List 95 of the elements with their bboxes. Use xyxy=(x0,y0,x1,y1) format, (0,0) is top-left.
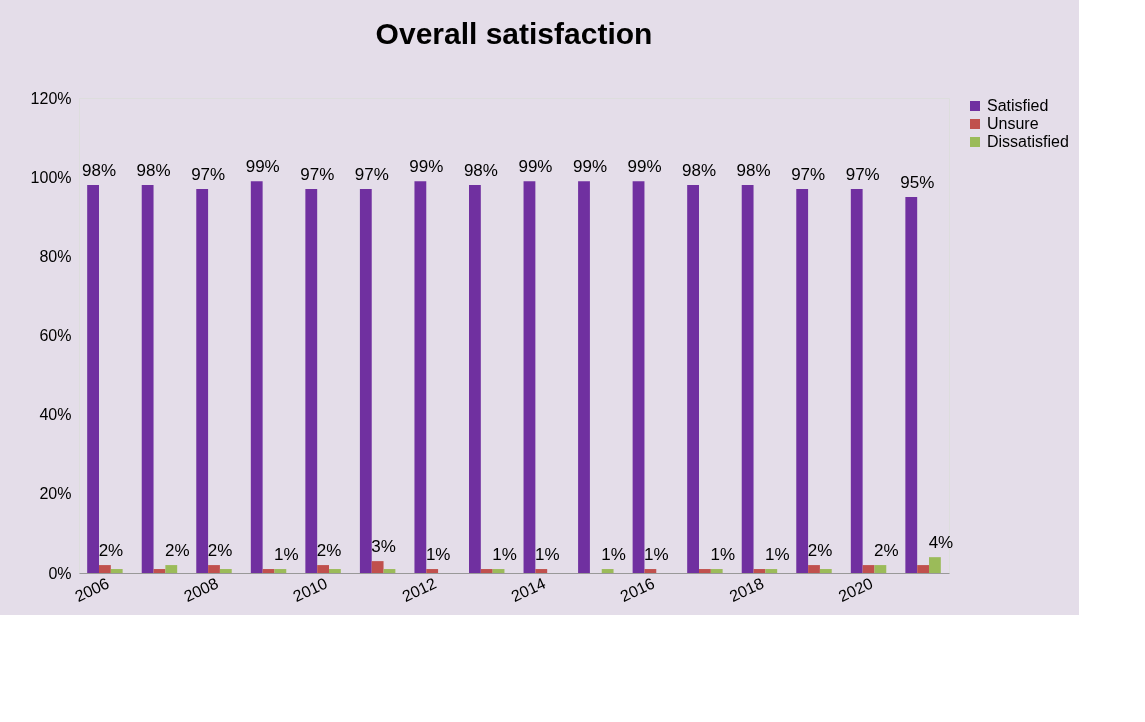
bar xyxy=(917,565,929,573)
bar xyxy=(141,185,154,573)
x-tick-label: 2016 xyxy=(617,574,658,606)
data-label: 3% xyxy=(371,537,396,557)
bar xyxy=(359,189,372,573)
data-label: 1% xyxy=(534,545,560,565)
data-label: 95% xyxy=(900,172,935,192)
bar xyxy=(796,189,809,573)
bar xyxy=(329,569,341,573)
x-tick-label: 2014 xyxy=(508,574,549,606)
x-tick-label: 2012 xyxy=(399,574,440,606)
data-label: 2% xyxy=(164,541,190,561)
bar xyxy=(850,189,863,573)
data-label: 98% xyxy=(136,161,171,181)
bar xyxy=(741,185,754,573)
bar xyxy=(317,565,329,573)
data-label: 1% xyxy=(710,545,736,565)
bar xyxy=(305,189,318,573)
data-label: 99% xyxy=(245,157,280,177)
bar xyxy=(710,569,723,573)
data-label: 4% xyxy=(928,533,954,553)
bar xyxy=(819,569,832,573)
y-tick-label: 20% xyxy=(39,485,72,503)
bar xyxy=(153,569,166,573)
data-label: 97% xyxy=(791,165,826,185)
bar xyxy=(862,565,875,573)
chart-title: Overall satisfaction xyxy=(375,17,653,50)
bar xyxy=(383,569,396,573)
bar xyxy=(874,565,887,573)
data-label: 97% xyxy=(300,165,335,185)
bar xyxy=(535,569,548,573)
data-label: 97% xyxy=(354,165,389,185)
x-tick-label: 2018 xyxy=(726,574,767,606)
data-label: 99% xyxy=(572,157,608,177)
bar xyxy=(753,569,766,573)
bar xyxy=(274,569,287,573)
bar xyxy=(426,569,439,573)
y-tick-label: 80% xyxy=(39,247,72,265)
bar xyxy=(644,569,657,573)
bar xyxy=(219,569,232,573)
bar xyxy=(632,181,645,573)
bar xyxy=(765,569,778,573)
legend-label: Satisfied xyxy=(987,97,1049,114)
data-label: 97% xyxy=(845,165,880,185)
bar xyxy=(687,185,699,573)
x-tick-label: 2008 xyxy=(181,574,221,606)
data-label: 1% xyxy=(425,545,451,565)
data-label: 97% xyxy=(191,165,226,185)
bar xyxy=(110,569,123,573)
x-tick-label: 2020 xyxy=(835,574,876,606)
bar xyxy=(262,569,275,573)
data-label: 98% xyxy=(82,161,117,181)
data-label: 1% xyxy=(492,545,517,565)
data-label: 98% xyxy=(463,161,498,181)
bar xyxy=(414,181,427,573)
bar xyxy=(165,565,178,573)
bar xyxy=(905,196,918,573)
y-tick-label: 60% xyxy=(39,327,72,344)
data-label: 2% xyxy=(207,541,233,561)
bar xyxy=(469,185,481,573)
legend-label: Unsure xyxy=(987,115,1039,132)
data-label: 99% xyxy=(409,157,444,177)
bar xyxy=(808,565,820,573)
data-label: 98% xyxy=(682,161,717,181)
y-tick-label: 120% xyxy=(30,89,72,107)
data-label: 1% xyxy=(601,545,626,565)
data-label: 2% xyxy=(807,541,833,561)
data-label: 1% xyxy=(764,545,790,565)
bar xyxy=(196,189,209,573)
x-tick-label: 2006 xyxy=(72,574,112,606)
bar xyxy=(208,565,220,573)
data-label: 1% xyxy=(274,545,299,565)
bar xyxy=(87,185,99,573)
bar xyxy=(578,181,590,573)
bar xyxy=(699,569,711,573)
bar xyxy=(523,181,536,573)
y-tick-label: 0% xyxy=(48,564,72,582)
y-tick-label: 100% xyxy=(30,168,72,186)
bar xyxy=(250,181,263,573)
data-label: 99% xyxy=(627,157,662,177)
data-label: 2% xyxy=(874,541,899,561)
bar xyxy=(492,569,505,573)
data-label: 99% xyxy=(518,157,553,177)
bar xyxy=(929,557,941,573)
data-label: 2% xyxy=(316,541,342,561)
data-label: 1% xyxy=(644,545,669,565)
data-label: 98% xyxy=(736,161,771,181)
bar xyxy=(371,561,384,573)
legend-label: Dissatisfied xyxy=(987,133,1069,150)
y-tick-label: 40% xyxy=(39,406,72,424)
bar xyxy=(99,565,111,573)
data-label: 2% xyxy=(98,541,124,561)
bar xyxy=(480,569,493,573)
x-tick-label: 2010 xyxy=(290,574,330,606)
bar xyxy=(601,569,614,573)
